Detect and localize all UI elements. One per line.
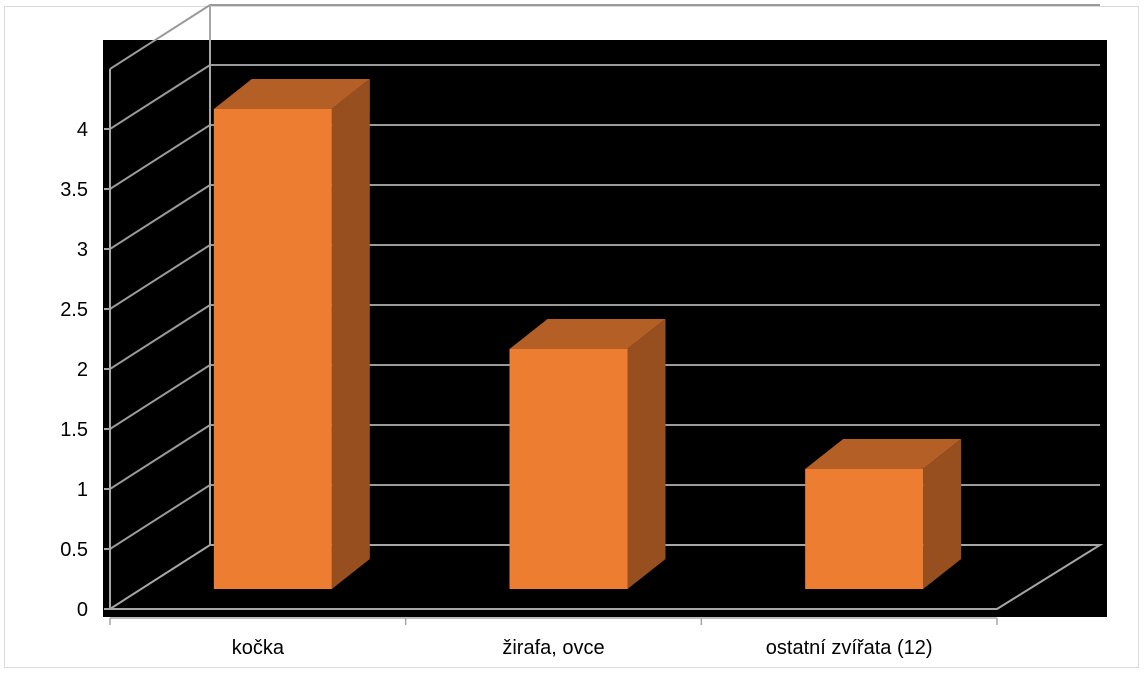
y-tick-label: 0.5 <box>60 539 88 561</box>
label-layer: 0 0.5 1 1.5 2 2.5 3 3.5 4 kočka žirafa, ovce ostatn… <box>60 119 932 659</box>
bar <box>805 469 924 589</box>
bar <box>509 349 628 589</box>
x-category-label: kočka <box>232 637 285 659</box>
bar <box>213 109 332 589</box>
bar-side <box>627 319 666 589</box>
y-tick-label: 4 <box>77 119 88 141</box>
y-tick-label: 3 <box>77 239 88 261</box>
floor-outline <box>106 544 1104 610</box>
y-tick-label: 3.5 <box>60 179 88 201</box>
bar-side <box>331 79 370 589</box>
bar-layer <box>213 79 962 589</box>
y-tick-label: 1 <box>77 479 88 501</box>
x-category-label: ostatní zvířata (12) <box>766 637 933 659</box>
y-tick-label: 2 <box>77 359 88 381</box>
bar-top <box>805 439 962 469</box>
y-tick-label: 1.5 <box>60 419 88 441</box>
bar-top <box>509 319 666 349</box>
bar-top <box>213 79 370 109</box>
x-category-label: žirafa, ovce <box>502 637 604 659</box>
bar-side <box>923 439 962 589</box>
y-tick-label: 0 <box>77 599 88 621</box>
y-tick-label: 2.5 <box>60 299 88 321</box>
axis-layer <box>104 5 1104 625</box>
